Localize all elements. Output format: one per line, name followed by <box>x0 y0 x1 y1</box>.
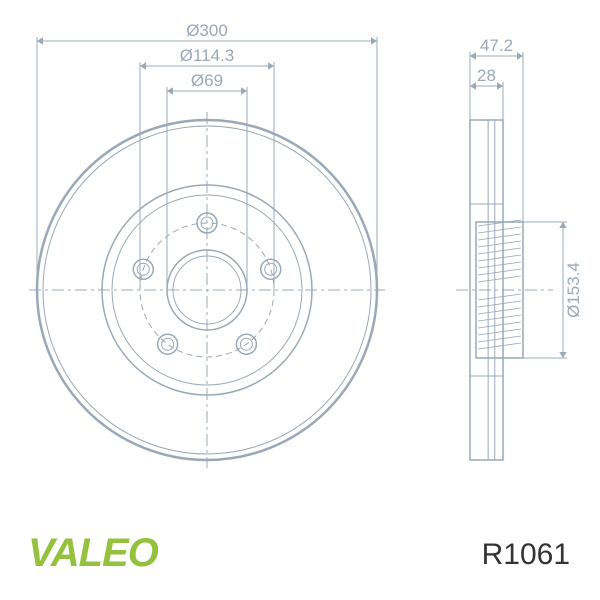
part-number-label: R1061 <box>482 538 570 572</box>
svg-text:Ø300: Ø300 <box>186 21 228 40</box>
svg-text:28: 28 <box>477 66 496 85</box>
svg-text:Ø153.4: Ø153.4 <box>564 262 583 318</box>
drawing-svg: Ø300 Ø114.3 Ø69 47.2 28 Ø153.4 <box>0 0 600 600</box>
svg-text:Ø114.3: Ø114.3 <box>180 46 235 65</box>
brand-logo: VALEO <box>28 531 158 576</box>
svg-text:Ø69: Ø69 <box>191 71 223 90</box>
technical-drawing: Ø300 Ø114.3 Ø69 47.2 28 Ø153.4 <box>0 0 600 600</box>
svg-text:47.2: 47.2 <box>480 36 513 55</box>
